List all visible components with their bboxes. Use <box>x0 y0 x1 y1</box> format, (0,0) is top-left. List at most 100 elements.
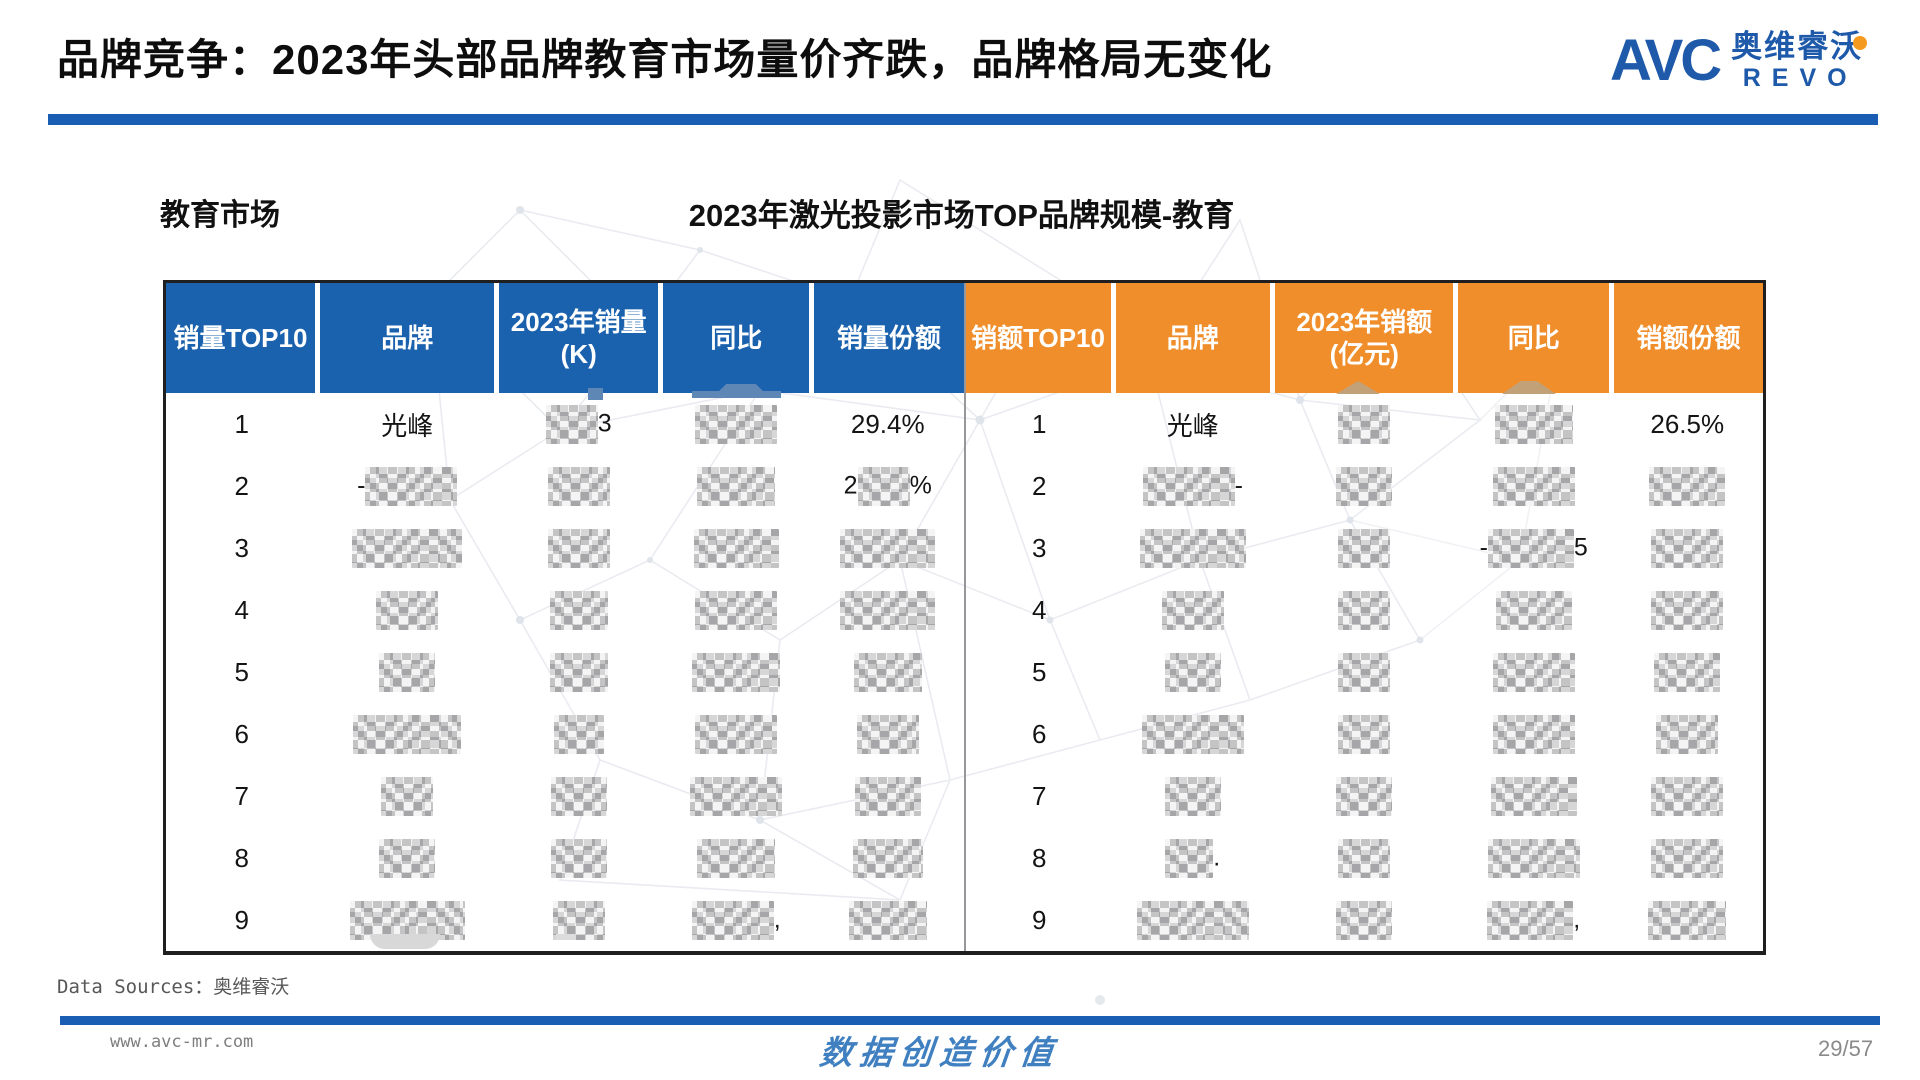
avc-logo-revo: REVO <box>1742 64 1858 93</box>
value-cell-r7-c4 <box>1611 765 1763 827</box>
value-cell-r5-c1 <box>1113 641 1273 703</box>
masked-value <box>848 900 927 940</box>
masked-value <box>1492 652 1575 692</box>
volume-cell-r7-c0: 7 <box>234 780 249 811</box>
volume-cell-r8-c4 <box>812 827 964 889</box>
masked-value <box>1336 900 1393 940</box>
volume-table-row: 6 <box>166 703 964 765</box>
value-table-row: 6 <box>966 703 1764 765</box>
masked-value <box>1651 838 1724 878</box>
masked-value <box>550 776 607 816</box>
censored-fragment-gray-blob <box>370 934 440 949</box>
volume-body: 1 光峰 3 29.4% 2 - 2% 3 4 5 6 7 8 9, <box>166 393 964 951</box>
masked-value <box>1492 714 1575 754</box>
volume-cell-r8-c1 <box>318 827 497 889</box>
masked-value <box>1164 776 1221 816</box>
masked-value <box>381 776 434 816</box>
value-cell-r7-c3 <box>1456 765 1612 827</box>
value-cell-r4-c0: 4 <box>1032 594 1047 625</box>
volume-table-row: 2 - 2% <box>166 455 964 517</box>
masked-value <box>549 652 608 692</box>
value-column-header-0: 销额TOP10 <box>965 283 1116 393</box>
masked-value <box>852 838 923 878</box>
masked-value <box>545 404 598 444</box>
volume-cell-r9-c2 <box>497 889 660 951</box>
slide-title: 品牌竞争：2023年头部品牌教育市场量价齐跌，品牌格局无变化 <box>57 36 1273 83</box>
volume-cell-r9-c1 <box>318 889 497 951</box>
value-cell-r4-c3 <box>1456 579 1612 641</box>
volume-cell-r9-c3: , <box>660 889 812 951</box>
masked-value <box>1490 776 1577 816</box>
value-cell-r8-c3 <box>1456 827 1612 889</box>
page-number: 29/57 <box>1818 1036 1874 1061</box>
value-table-row: 8. <box>966 827 1764 889</box>
masked-value <box>1492 466 1575 506</box>
masked-value <box>856 714 919 754</box>
value-column-header-2: 2023年销额 (亿元) <box>1272 283 1459 393</box>
value-table-row: 4 <box>966 579 1764 641</box>
volume-cell-r1-c0: 1 <box>234 408 249 439</box>
volume-cell-r7-c4 <box>812 765 964 827</box>
value-cell-r6-c4 <box>1611 703 1763 765</box>
masked-value <box>695 714 778 754</box>
value-cell-r2-c4 <box>1611 455 1763 517</box>
volume-cell-r9-c4 <box>812 889 964 951</box>
masked-value <box>1338 528 1391 568</box>
value-cell-r8-c4 <box>1611 827 1763 889</box>
censored-fragment-blue-square <box>588 388 603 400</box>
masked-value <box>697 466 776 506</box>
masked-value <box>857 466 910 506</box>
masked-value <box>1495 590 1572 630</box>
volume-cell-r3-c0: 3 <box>234 532 249 563</box>
volume-table-row: 1 光峰 3 29.4% <box>166 393 964 455</box>
volume-cell-r1-c2: 3 <box>497 393 660 455</box>
masked-value <box>379 652 436 692</box>
volume-cell-r9-c0: 9 <box>234 904 249 935</box>
value-table-row: 1 光峰 26.5% <box>966 393 1764 455</box>
avc-logo-abbr: AVC <box>1610 28 1722 93</box>
masked-value <box>1141 714 1244 754</box>
volume-cell-r2-c4: 2% <box>812 455 964 517</box>
masked-value <box>365 466 458 506</box>
masked-value <box>695 404 778 444</box>
volume-cell-r8-c3 <box>660 827 812 889</box>
value-cell-r3-c4 <box>1611 517 1763 579</box>
masked-value <box>1336 466 1393 506</box>
volume-cell-r2-c1: - <box>318 455 497 517</box>
volume-cell-r4-c2 <box>497 579 660 641</box>
value-cell-r6-c3 <box>1456 703 1612 765</box>
value-table-row: 3 -5 <box>966 517 1764 579</box>
title-underline <box>48 114 1878 125</box>
avc-logo-names: 奥维睿沃 REVO <box>1731 30 1863 93</box>
masked-value <box>1164 652 1221 692</box>
value-cell-r8-c1: . <box>1113 827 1273 889</box>
value-cell-r9-c1 <box>1113 889 1273 951</box>
value-cell-r3-c2 <box>1273 517 1456 579</box>
table-title: 2023年激光投影市场TOP品牌规模-教育 <box>688 198 1235 233</box>
masked-value <box>349 900 465 940</box>
footer-rule <box>60 1016 1880 1025</box>
masked-value <box>1161 590 1224 630</box>
value-cell-r1-c4: 26.5% <box>1650 408 1725 439</box>
volume-cell-r6-c0: 6 <box>234 718 249 749</box>
masked-value <box>853 652 922 692</box>
volume-cell-r7-c3 <box>660 765 812 827</box>
volume-cell-r6-c4 <box>812 703 964 765</box>
section-label: 教育市场 <box>160 199 280 232</box>
value-cell-r7-c2 <box>1273 765 1456 827</box>
masked-value <box>379 838 436 878</box>
value-body: 1 光峰 26.5% 2-3-5 4 5 6 7 8. 9, <box>966 393 1764 951</box>
masked-value <box>1654 652 1721 692</box>
volume-cell-r2-c3 <box>660 455 812 517</box>
masked-value <box>1338 838 1391 878</box>
masked-value <box>1487 528 1574 568</box>
volume-cell-r5-c1 <box>318 641 497 703</box>
avc-logo: AVC 奥维睿沃 REVO <box>1610 26 1868 96</box>
volume-cell-r3-c3 <box>660 517 812 579</box>
masked-value <box>1648 900 1727 940</box>
sales-volume-table: 销量TOP10 品牌 2023年销量 (K) 同比 销量份额 1 光峰 3 29.4% 2 - 2%… <box>166 283 964 951</box>
volume-cell-r4-c0: 4 <box>234 594 249 625</box>
volume-cell-r2-c0: 2 <box>234 470 249 501</box>
censored-fragment-blue-bar <box>692 391 781 398</box>
